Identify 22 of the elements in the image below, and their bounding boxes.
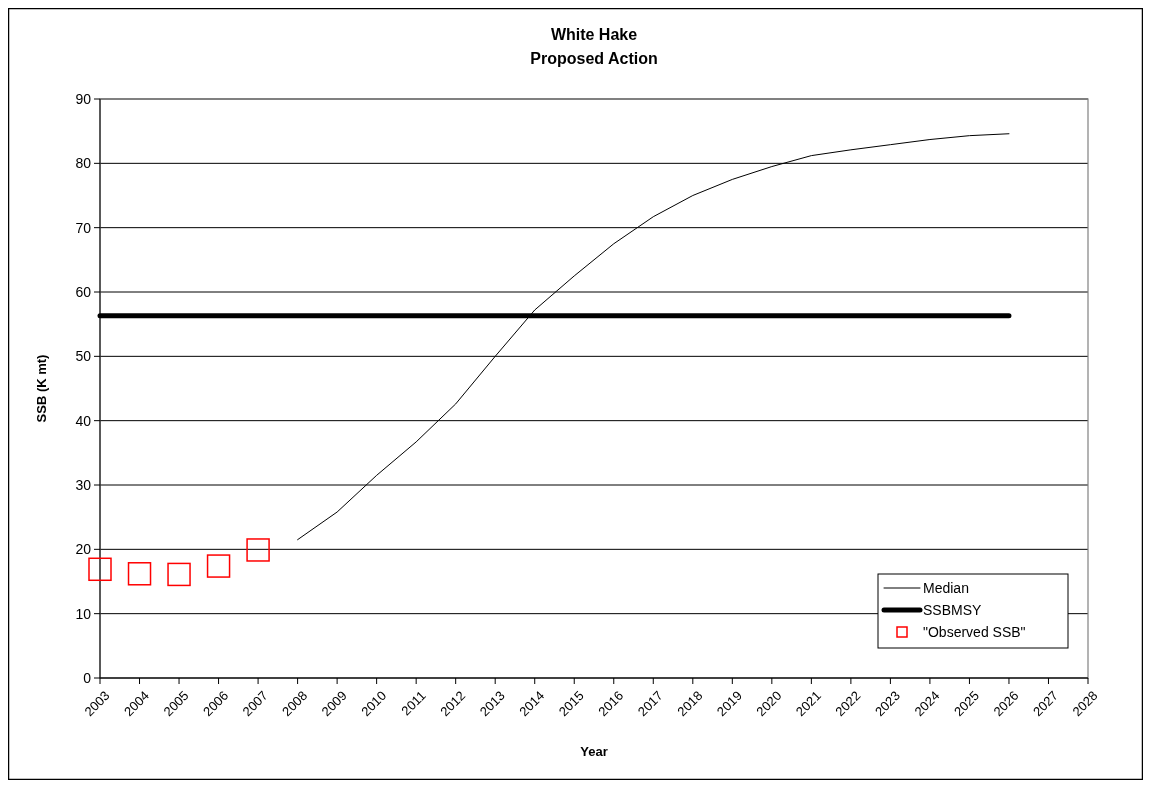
y-tick-label: 40: [75, 412, 92, 429]
y-tick-label: 10: [75, 605, 92, 622]
y-tick-label: 30: [75, 476, 92, 493]
legend-label: Median: [923, 579, 969, 596]
point: [167, 562, 191, 587]
y-tick-label: 50: [75, 348, 92, 365]
y-tick-label: 80: [75, 155, 92, 172]
y-tick-label: 0: [83, 669, 92, 686]
point: [246, 538, 270, 562]
legend-label: SSBMSY: [923, 601, 983, 618]
y-tick-label: 90: [75, 90, 92, 107]
y-axis-title: SSB (K mt): [34, 354, 49, 423]
point: [127, 562, 152, 586]
x-axis-title: Year: [580, 744, 608, 759]
point: [88, 557, 112, 582]
legend-label: "Observed SSB": [923, 623, 1026, 640]
y-tick-label: 70: [75, 219, 92, 236]
chart-title: White Hake: [550, 26, 638, 43]
point: [206, 554, 231, 578]
chart-subtitle: Proposed Action: [530, 50, 658, 67]
y-tick-label: 60: [75, 283, 92, 300]
y-tick-label: 20: [75, 541, 92, 558]
